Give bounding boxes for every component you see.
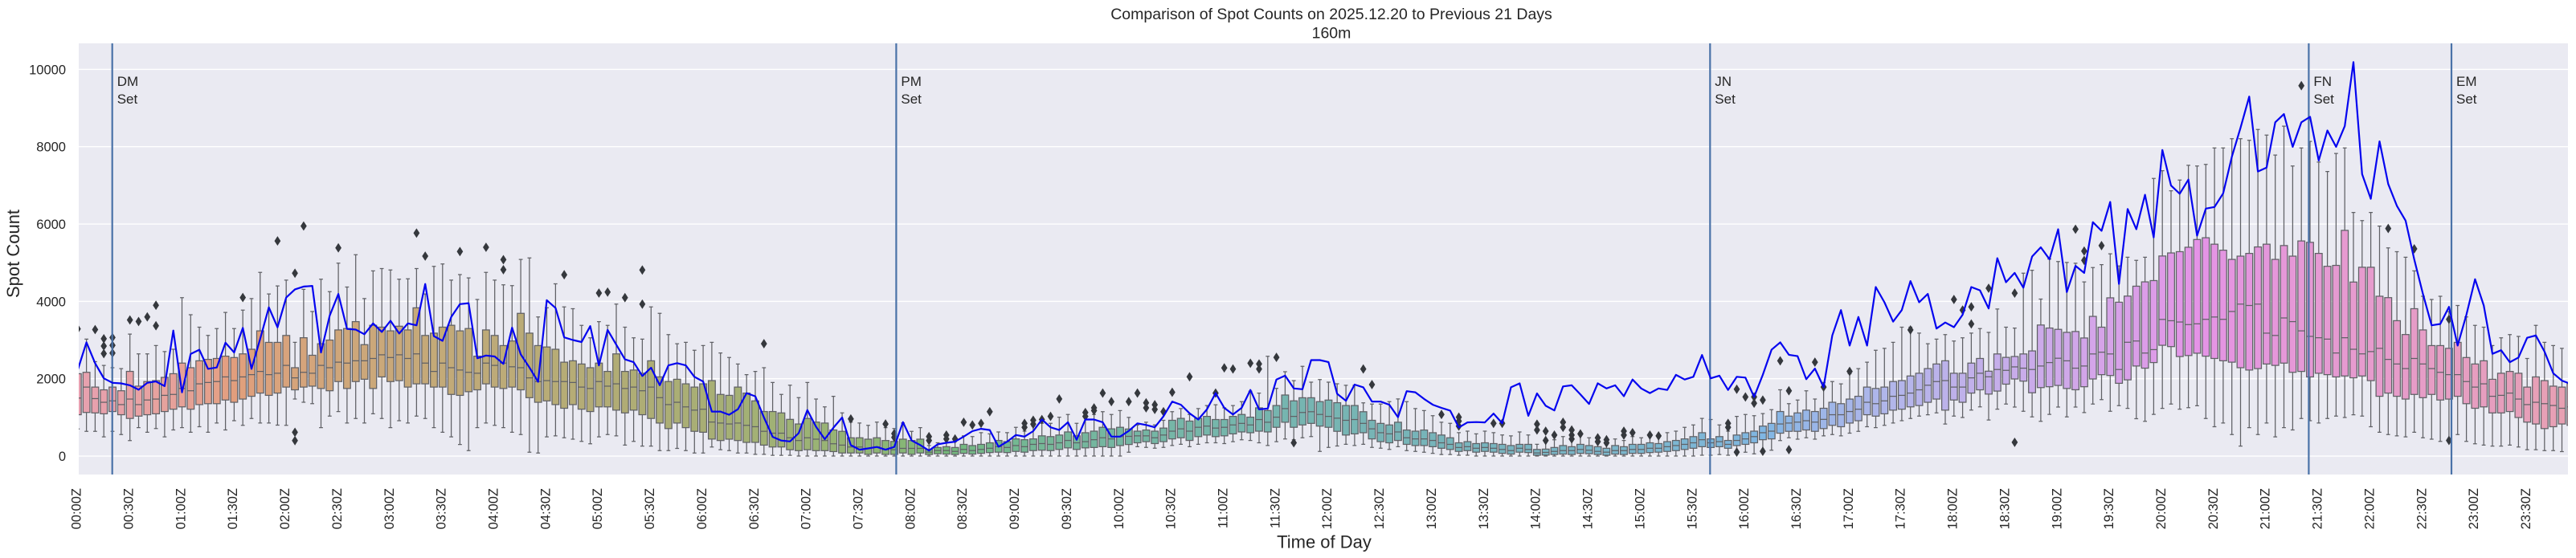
- svg-text:02:30Z: 02:30Z: [330, 488, 345, 529]
- svg-text:07:30Z: 07:30Z: [852, 488, 866, 529]
- svg-text:Set: Set: [901, 92, 922, 107]
- svg-text:14:00Z: 14:00Z: [1529, 488, 1544, 529]
- svg-text:Set: Set: [1715, 92, 1736, 107]
- svg-text:12:30Z: 12:30Z: [1372, 488, 1387, 529]
- svg-text:Spot Count: Spot Count: [3, 210, 23, 298]
- svg-text:Set: Set: [2313, 92, 2334, 107]
- svg-text:18:00Z: 18:00Z: [1946, 488, 1961, 529]
- svg-text:04:30Z: 04:30Z: [538, 488, 553, 529]
- svg-text:18:30Z: 18:30Z: [1997, 488, 2012, 529]
- svg-text:17:30Z: 17:30Z: [1894, 488, 1908, 529]
- svg-text:15:30Z: 15:30Z: [1685, 488, 1699, 529]
- svg-text:06:00Z: 06:00Z: [695, 488, 709, 529]
- svg-text:01:30Z: 01:30Z: [226, 488, 240, 529]
- svg-text:17:00Z: 17:00Z: [1842, 488, 1856, 529]
- svg-text:21:00Z: 21:00Z: [2259, 488, 2273, 529]
- svg-text:08:30Z: 08:30Z: [955, 488, 970, 529]
- svg-text:0: 0: [59, 450, 66, 464]
- svg-text:20:00Z: 20:00Z: [2154, 488, 2169, 529]
- svg-text:10:00Z: 10:00Z: [1112, 488, 1126, 529]
- svg-text:19:00Z: 19:00Z: [2050, 488, 2064, 529]
- svg-text:15:00Z: 15:00Z: [1633, 488, 1647, 529]
- svg-text:4000: 4000: [36, 295, 66, 309]
- svg-text:13:00Z: 13:00Z: [1425, 488, 1439, 529]
- svg-text:08:00Z: 08:00Z: [903, 488, 918, 529]
- svg-text:10000: 10000: [29, 63, 66, 77]
- svg-text:06:30Z: 06:30Z: [747, 488, 762, 529]
- svg-text:23:30Z: 23:30Z: [2519, 488, 2533, 529]
- svg-text:Set: Set: [117, 92, 138, 107]
- svg-text:12:00Z: 12:00Z: [1320, 488, 1335, 529]
- svg-text:DM: DM: [117, 74, 138, 89]
- svg-text:6000: 6000: [36, 218, 66, 232]
- svg-text:JN: JN: [1715, 74, 1732, 89]
- svg-text:160m: 160m: [1312, 25, 1351, 43]
- svg-text:Comparison of Spot Counts on 2: Comparison of Spot Counts on 2025.12.20 …: [1110, 6, 1552, 23]
- svg-text:05:00Z: 05:00Z: [591, 488, 605, 529]
- svg-text:13:30Z: 13:30Z: [1477, 488, 1491, 529]
- svg-text:09:00Z: 09:00Z: [1008, 488, 1022, 529]
- svg-text:03:30Z: 03:30Z: [435, 488, 449, 529]
- svg-text:16:30Z: 16:30Z: [1789, 488, 1804, 529]
- svg-text:01:00Z: 01:00Z: [174, 488, 188, 529]
- svg-text:PM: PM: [901, 74, 922, 89]
- svg-text:20:30Z: 20:30Z: [2206, 488, 2221, 529]
- svg-text:FN: FN: [2313, 74, 2332, 89]
- svg-text:EM: EM: [2456, 74, 2477, 89]
- svg-text:Set: Set: [2456, 92, 2477, 107]
- svg-text:23:00Z: 23:00Z: [2467, 488, 2481, 529]
- svg-text:10:30Z: 10:30Z: [1164, 488, 1179, 529]
- svg-text:04:00Z: 04:00Z: [487, 488, 501, 529]
- svg-text:00:30Z: 00:30Z: [122, 488, 137, 529]
- svg-text:2000: 2000: [36, 373, 66, 387]
- svg-text:09:30Z: 09:30Z: [1060, 488, 1074, 529]
- svg-text:05:30Z: 05:30Z: [643, 488, 657, 529]
- svg-text:8000: 8000: [36, 141, 66, 155]
- svg-text:19:30Z: 19:30Z: [2102, 488, 2116, 529]
- svg-text:21:30Z: 21:30Z: [2311, 488, 2325, 529]
- svg-text:22:00Z: 22:00Z: [2362, 488, 2377, 529]
- svg-text:00:00Z: 00:00Z: [70, 488, 84, 529]
- svg-text:02:00Z: 02:00Z: [278, 488, 292, 529]
- svg-text:16:00Z: 16:00Z: [1737, 488, 1752, 529]
- svg-text:Time of Day: Time of Day: [1277, 532, 1372, 552]
- svg-text:22:30Z: 22:30Z: [2414, 488, 2429, 529]
- svg-text:11:30Z: 11:30Z: [1268, 488, 1282, 528]
- svg-text:11:00Z: 11:00Z: [1216, 488, 1231, 528]
- svg-text:07:00Z: 07:00Z: [799, 488, 814, 529]
- svg-text:14:30Z: 14:30Z: [1581, 488, 1596, 529]
- svg-text:03:00Z: 03:00Z: [382, 488, 397, 529]
